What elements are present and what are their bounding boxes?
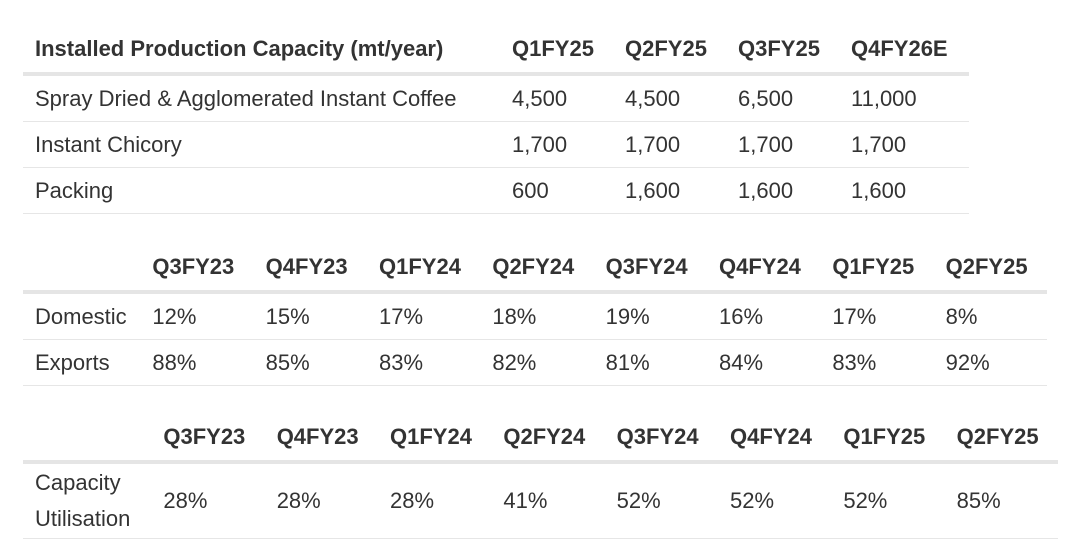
table-cell: 83% <box>367 339 481 386</box>
table-cell: 28% <box>151 462 265 539</box>
table-row: Exports 88% 85% 83% 82% 81% 84% 83% 92% <box>23 339 1047 386</box>
table-cell: 1,700 <box>500 121 613 168</box>
table-header-row: Installed Production Capacity (mt/year) … <box>23 26 969 76</box>
table-cell: 18% <box>480 292 594 340</box>
column-header: Q1FY25 <box>831 414 945 464</box>
row-label: Packing <box>23 167 500 214</box>
column-header: Q4FY26E <box>839 26 969 76</box>
capacity-table: Installed Production Capacity (mt/year) … <box>23 26 969 214</box>
column-header <box>23 244 141 294</box>
column-header: Q1FY25 <box>500 26 613 76</box>
table-cell: 85% <box>253 339 367 386</box>
row-label: Domestic <box>23 292 141 340</box>
column-header: Q3FY25 <box>726 26 839 76</box>
column-header: Q1FY24 <box>367 244 481 294</box>
table-row: Spray Dried & Agglomerated Instant Coffe… <box>23 74 969 122</box>
table-cell: 1,600 <box>726 167 839 214</box>
table-header-row: Q3FY23 Q4FY23 Q1FY24 Q2FY24 Q3FY24 Q4FY2… <box>23 414 1058 464</box>
column-header: Q4FY23 <box>253 244 367 294</box>
table-cell: 4,500 <box>613 74 726 122</box>
column-header: Q1FY25 <box>820 244 934 294</box>
table-cell: 28% <box>264 462 379 539</box>
table-row: Capacity Utilisation 28% 28% 28% 41% 52%… <box>23 462 1058 539</box>
table-cell: 41% <box>491 462 605 539</box>
table-cell: 17% <box>367 292 481 340</box>
table-cell: 11,000 <box>839 74 969 122</box>
table-cell: 1,600 <box>613 167 726 214</box>
sales-mix-table: Q3FY23 Q4FY23 Q1FY24 Q2FY24 Q3FY24 Q4FY2… <box>23 244 1047 386</box>
table-cell: 8% <box>933 292 1047 340</box>
table-cell: 1,700 <box>726 121 839 168</box>
table-cell: 1,600 <box>839 167 969 214</box>
table-cell: 28% <box>378 462 492 539</box>
row-label: Spray Dried & Agglomerated Instant Coffe… <box>23 74 500 122</box>
column-header: Q3FY24 <box>593 244 707 294</box>
table-cell: 4,500 <box>500 74 613 122</box>
column-header: Q1FY24 <box>378 414 492 464</box>
column-header: Q3FY23 <box>151 414 265 464</box>
row-label: Capacity Utilisation <box>23 462 152 539</box>
column-header: Installed Production Capacity (mt/year) <box>23 26 500 76</box>
column-header: Q2FY25 <box>613 26 726 76</box>
column-header: Q2FY24 <box>491 414 605 464</box>
table-cell: 6,500 <box>726 74 839 122</box>
row-label: Exports <box>23 339 141 386</box>
table-cell: 88% <box>140 339 254 386</box>
table-row: Domestic 12% 15% 17% 18% 19% 16% 17% 8% <box>23 292 1047 340</box>
table-cell: 81% <box>593 339 707 386</box>
column-header: Q4FY24 <box>718 414 832 464</box>
table-cell: 600 <box>500 167 613 214</box>
table-cell: 92% <box>933 339 1047 386</box>
table-cell: 52% <box>718 462 832 539</box>
column-header: Q4FY23 <box>264 414 379 464</box>
table-cell: 52% <box>831 462 945 539</box>
table-cell: 52% <box>604 462 718 539</box>
column-header: Q2FY25 <box>944 414 1058 464</box>
column-header: Q3FY23 <box>140 244 254 294</box>
table-row: Packing 600 1,600 1,600 1,600 <box>23 167 969 214</box>
table-cell: 1,700 <box>839 121 969 168</box>
table-cell: 84% <box>706 339 821 386</box>
table-cell: 83% <box>820 339 934 386</box>
table-header-row: Q3FY23 Q4FY23 Q1FY24 Q2FY24 Q3FY24 Q4FY2… <box>23 244 1047 294</box>
column-header <box>23 414 152 464</box>
table-cell: 17% <box>820 292 934 340</box>
table-cell: 82% <box>480 339 594 386</box>
column-header: Q4FY24 <box>706 244 821 294</box>
table-cell: 1,700 <box>613 121 726 168</box>
table-cell: 19% <box>593 292 707 340</box>
row-label: Instant Chicory <box>23 121 500 168</box>
column-header: Q2FY24 <box>480 244 594 294</box>
table-cell: 15% <box>253 292 367 340</box>
column-header: Q3FY24 <box>604 414 718 464</box>
utilisation-table: Q3FY23 Q4FY23 Q1FY24 Q2FY24 Q3FY24 Q4FY2… <box>23 414 1058 539</box>
table-cell: 12% <box>140 292 254 340</box>
table-row: Instant Chicory 1,700 1,700 1,700 1,700 <box>23 121 969 168</box>
table-cell: 85% <box>944 462 1058 539</box>
column-header: Q2FY25 <box>933 244 1047 294</box>
table-cell: 16% <box>706 292 821 340</box>
